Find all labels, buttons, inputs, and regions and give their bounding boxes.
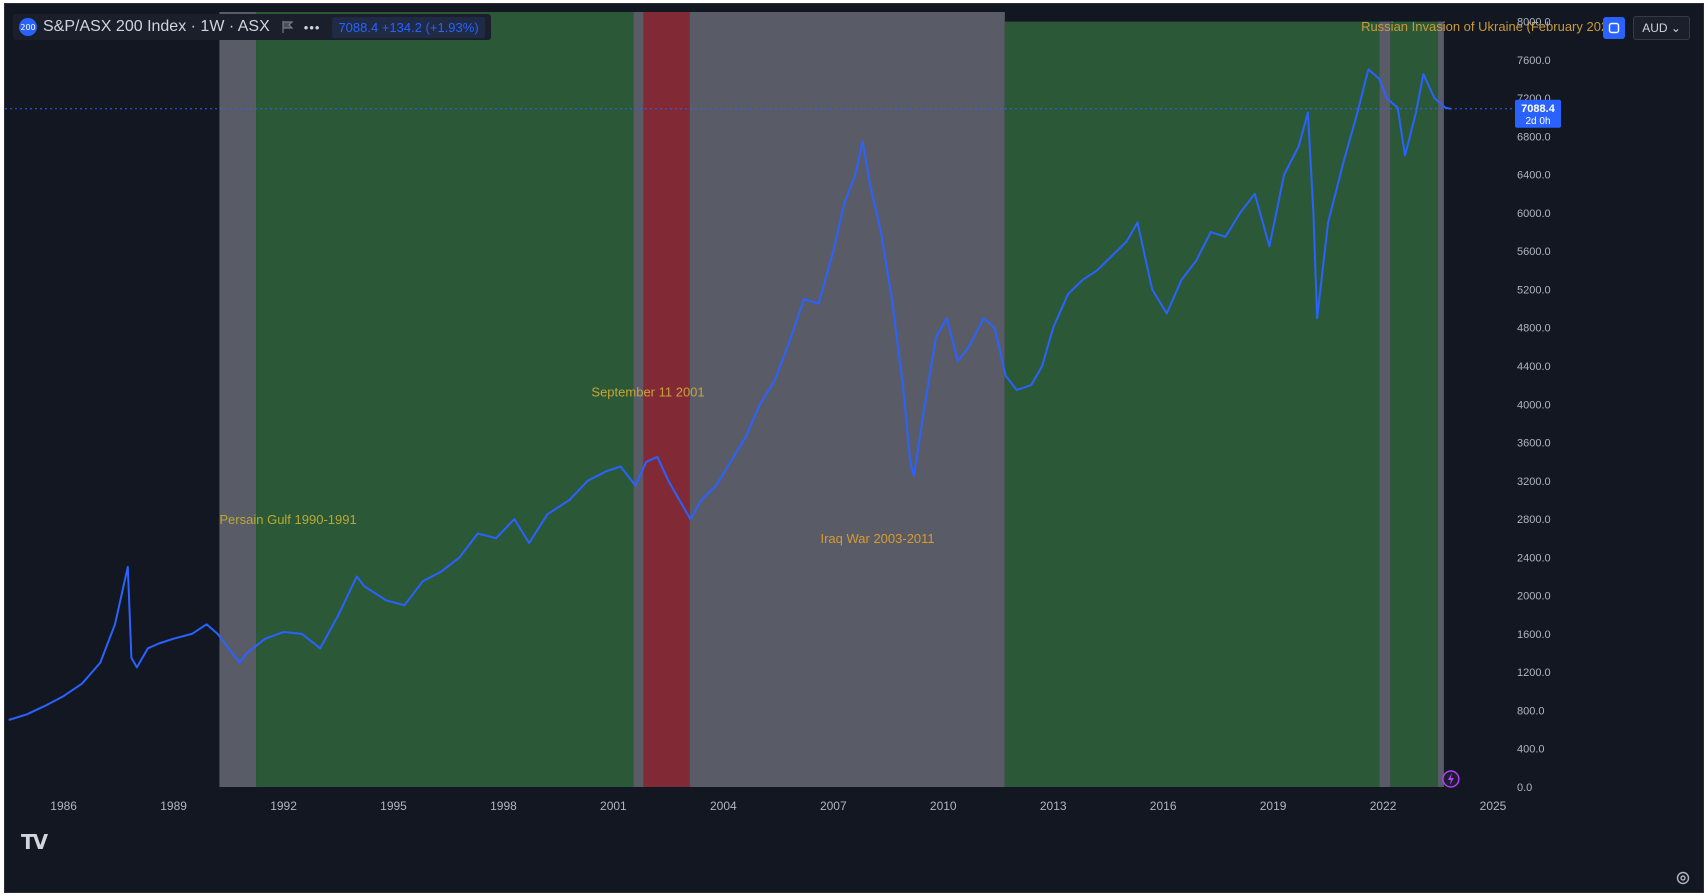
y-tick-label: 6400.0 [1517, 170, 1551, 182]
y-tick-label: 400.0 [1517, 744, 1545, 756]
current-price-countdown: 2d 0h [1525, 116, 1550, 127]
top-right-controls: AUD ⌄ [1603, 16, 1690, 40]
price-line [8, 68, 1452, 721]
annotation-label-0: Persain Gulf 1990-1991 [219, 512, 356, 527]
x-tick-label: 1989 [160, 799, 187, 813]
shaded-region-6 [1379, 21, 1391, 788]
y-tick-label: 4800.0 [1517, 323, 1551, 335]
y-tick-label: 8000.0 [1517, 17, 1551, 29]
current-price-box [1515, 99, 1561, 128]
x-tick-label: 2022 [1370, 799, 1397, 813]
y-tick-label: 5200.0 [1517, 284, 1551, 296]
x-tick-label: 2007 [820, 799, 847, 813]
shaded-region-8 [1438, 21, 1444, 788]
symbol-badge: 200 [19, 18, 37, 36]
shaded-region-7 [1390, 21, 1439, 788]
more-options-icon[interactable]: ••• [303, 19, 321, 35]
tradingview-logo-icon: TV [21, 830, 48, 854]
y-tick-label: 1600.0 [1517, 629, 1551, 641]
y-tick-label: 2400.0 [1517, 552, 1551, 564]
symbol-legend[interactable]: 200 S&P/ASX 200 Index · 1W · ASX ••• 708… [13, 14, 491, 40]
shaded-region-3 [643, 12, 690, 787]
y-tick-label: 0.0 [1517, 782, 1532, 794]
x-tick-label: 2025 [1480, 799, 1507, 813]
y-tick-label: 3200.0 [1517, 476, 1551, 488]
y-tick-label: 5600.0 [1517, 246, 1551, 258]
x-tick-label: 2016 [1150, 799, 1177, 813]
x-tick-label: 1995 [380, 799, 407, 813]
price-chart[interactable]: Persain Gulf 1990-1991 September 11 2001 I… [5, 4, 1704, 893]
flag-icon[interactable] [282, 20, 294, 34]
annotation-label-1: September 11 2001 [591, 385, 704, 400]
annotation-label-2: Iraq War 2003-2011 [820, 531, 934, 546]
x-tick-label: 1992 [270, 799, 297, 813]
y-tick-label: 3600.0 [1517, 438, 1551, 450]
x-tick-label: 1998 [490, 799, 517, 813]
settings-gear-icon[interactable] [1675, 870, 1691, 886]
x-tick-label: 2010 [930, 799, 957, 813]
shaded-region-2 [633, 12, 644, 787]
y-tick-label: 4000.0 [1517, 399, 1551, 411]
shaded-region-5 [1004, 21, 1380, 788]
x-tick-label: 2013 [1040, 799, 1067, 813]
y-tick-label: 6800.0 [1517, 131, 1551, 143]
sync-icon[interactable] [1603, 17, 1626, 39]
currency-select[interactable]: AUD ⌄ [1633, 16, 1690, 40]
price-quote: 7088.4 +134.2 (+1.93%) [332, 16, 485, 38]
y-tick-label: 2000.0 [1517, 591, 1551, 603]
y-tick-label: 2800.0 [1517, 514, 1551, 526]
y-tick-label: 1200.0 [1517, 667, 1551, 679]
y-tick-label: 4400.0 [1517, 361, 1551, 373]
lightning-glyph [1447, 773, 1454, 785]
x-tick-label: 2019 [1260, 799, 1287, 813]
shaded-region-0 [219, 12, 257, 787]
y-tick-label: 7600.0 [1517, 55, 1551, 67]
x-tick-label: 2001 [600, 799, 627, 813]
shaded-region-1 [256, 12, 634, 787]
annotation-label-3: Russian Invasion of Ukraine (February 20… [1361, 19, 1620, 34]
shaded-region-4 [689, 12, 1005, 787]
symbol-title[interactable]: S&P/ASX 200 Index · 1W · ASX [43, 18, 270, 35]
current-price-value: 7088.4 [1521, 103, 1556, 115]
x-tick-label: 2004 [710, 799, 737, 813]
current-price-label: 7088.42d 0h [1515, 99, 1561, 128]
x-tick-label: 1986 [50, 799, 77, 813]
chart-frame: Persain Gulf 1990-1991 September 11 2001 I… [4, 3, 1704, 893]
y-tick-label: 800.0 [1517, 705, 1545, 717]
y-tick-label: 6000.0 [1517, 208, 1551, 220]
